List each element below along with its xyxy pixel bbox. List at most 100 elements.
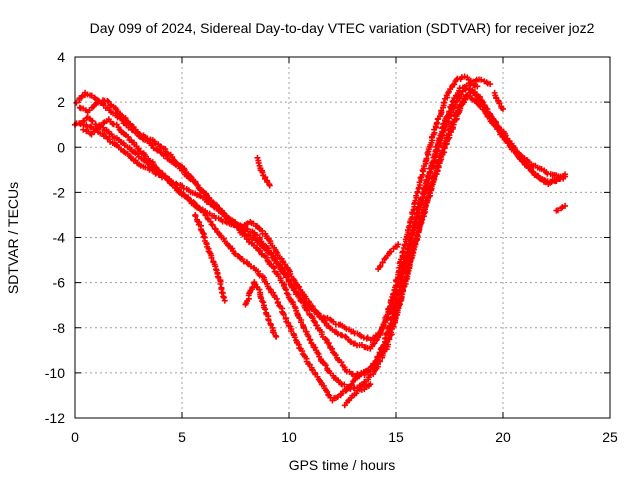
data-point	[487, 81, 494, 88]
data-point	[192, 213, 199, 220]
data-point	[413, 192, 420, 199]
data-point	[390, 290, 397, 297]
data-point	[434, 143, 441, 150]
data-point	[557, 173, 564, 180]
data-point	[486, 115, 493, 122]
data-point	[455, 104, 462, 111]
y-axis-label: SDTVAR / TECUs	[5, 182, 21, 294]
data-point	[259, 298, 266, 305]
data-point	[306, 299, 313, 306]
data-point	[325, 339, 332, 346]
y-tick-label: -4	[53, 230, 66, 246]
data-point	[500, 105, 506, 112]
x-tick-label: 15	[388, 429, 404, 445]
data-point	[309, 305, 316, 312]
data-point	[554, 207, 561, 214]
data-point	[322, 362, 329, 369]
data-point	[410, 206, 417, 213]
data-point	[194, 182, 201, 189]
x-tick-label: 10	[281, 429, 297, 445]
data-point	[530, 168, 537, 175]
data-point	[395, 241, 402, 248]
data-point	[273, 295, 280, 302]
data-point	[449, 98, 456, 105]
x-axis-label: GPS time / hours	[289, 457, 396, 473]
plot-frame	[74, 56, 611, 419]
data-point	[187, 173, 194, 180]
x-tick-label: 25	[602, 429, 618, 445]
data-point	[266, 182, 273, 189]
data-point	[363, 335, 370, 342]
y-tick-label: -8	[53, 320, 66, 336]
data-point	[327, 316, 334, 323]
data-point	[387, 297, 394, 304]
y-tick-label: -6	[53, 275, 66, 291]
y-tick-label: -10	[45, 365, 65, 381]
data-point	[90, 126, 97, 133]
data-point	[144, 135, 151, 142]
data-point	[520, 158, 527, 165]
data-point	[373, 357, 380, 364]
data-point	[423, 155, 430, 162]
data-point	[150, 145, 157, 152]
data-point	[280, 311, 287, 318]
data-point	[262, 306, 269, 313]
data-point	[448, 101, 455, 108]
data-point	[430, 174, 437, 181]
data-point	[207, 218, 214, 225]
data-point	[217, 281, 224, 288]
data-point	[446, 108, 453, 115]
data-point	[270, 329, 277, 336]
data-point	[463, 92, 470, 99]
data-point	[265, 317, 272, 324]
data-point	[439, 147, 446, 154]
data-point	[185, 194, 192, 201]
data-point	[338, 359, 345, 366]
x-tick-label: 5	[178, 429, 186, 445]
data-point	[307, 336, 314, 343]
data-point	[377, 262, 384, 269]
data-point	[324, 388, 331, 395]
data-point	[439, 125, 446, 132]
data-point	[306, 361, 313, 368]
data-point	[476, 102, 483, 109]
data-point	[283, 274, 290, 281]
y-tick-label: -2	[53, 184, 66, 200]
data-point	[531, 171, 538, 178]
data-point	[300, 325, 307, 332]
data-point	[198, 186, 205, 193]
data-point	[263, 254, 270, 261]
data-point	[296, 283, 303, 290]
data-point	[334, 330, 341, 337]
data-point	[377, 330, 384, 337]
data-point	[451, 81, 458, 88]
x-tick-label: 20	[495, 429, 511, 445]
data-point	[125, 133, 132, 140]
tick-labels: 0 5 10 15 20 25 -12 -10 -8 -6 -4 -2 0 2 4	[45, 49, 618, 445]
data-point	[305, 333, 312, 340]
data-point	[291, 334, 298, 341]
data-point	[381, 255, 388, 262]
y-tick-label: 0	[57, 139, 65, 155]
data-point	[416, 222, 423, 229]
data-point	[220, 294, 227, 301]
data-point	[474, 83, 481, 90]
data-point	[414, 188, 421, 195]
data-point	[255, 159, 262, 166]
data-point	[467, 86, 474, 93]
grid-lines	[75, 57, 610, 418]
y-tick-label: 4	[57, 49, 65, 65]
data-point	[258, 295, 265, 302]
data-point	[334, 394, 341, 401]
data-point	[311, 319, 318, 326]
data-point	[73, 99, 80, 106]
data-points	[71, 73, 569, 409]
data-point	[273, 333, 280, 340]
data-point	[405, 248, 412, 255]
data-point	[100, 120, 107, 127]
data-point	[78, 93, 85, 100]
data-point	[208, 254, 215, 261]
data-point	[313, 322, 320, 329]
